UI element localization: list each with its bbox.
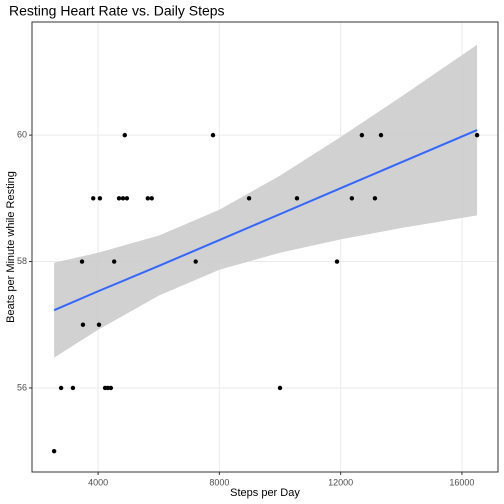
y-tick-label: 56 bbox=[17, 382, 27, 392]
x-tick-label: 12000 bbox=[328, 477, 353, 487]
point bbox=[122, 132, 127, 138]
y-axis-label: Beats per Minute while Resting bbox=[5, 171, 17, 323]
x-axis-label: Steps per Day bbox=[230, 487, 300, 499]
point bbox=[124, 196, 130, 201]
point bbox=[120, 196, 126, 201]
point bbox=[193, 259, 198, 264]
point bbox=[51, 448, 57, 454]
y-tick-label: 60 bbox=[17, 130, 27, 140]
point bbox=[349, 196, 355, 201]
point bbox=[70, 385, 76, 391]
point bbox=[111, 259, 117, 264]
point bbox=[378, 132, 384, 138]
chart-title: Resting Heart Rate vs. Daily Steps bbox=[9, 3, 225, 19]
point bbox=[145, 196, 151, 201]
point bbox=[359, 132, 365, 138]
point bbox=[97, 196, 103, 201]
panel-border bbox=[31, 21, 499, 473]
point bbox=[372, 196, 378, 201]
point bbox=[116, 196, 122, 201]
point bbox=[149, 196, 154, 201]
y-tick-label: 58 bbox=[17, 256, 27, 266]
confidence-band bbox=[54, 44, 478, 358]
point bbox=[96, 322, 102, 327]
point bbox=[58, 385, 64, 391]
point bbox=[334, 259, 340, 264]
point bbox=[105, 385, 110, 391]
point bbox=[294, 196, 300, 201]
point bbox=[474, 132, 480, 138]
point bbox=[277, 385, 283, 391]
x-tick-label: 16000 bbox=[449, 477, 474, 487]
fit-line bbox=[53, 129, 478, 312]
point bbox=[91, 196, 96, 201]
point bbox=[210, 132, 216, 138]
point bbox=[80, 322, 86, 327]
x-tick-label: 8000 bbox=[209, 477, 229, 487]
point bbox=[79, 259, 85, 264]
point bbox=[246, 196, 252, 201]
point bbox=[108, 385, 114, 391]
x-tick-label: 4000 bbox=[88, 477, 108, 487]
